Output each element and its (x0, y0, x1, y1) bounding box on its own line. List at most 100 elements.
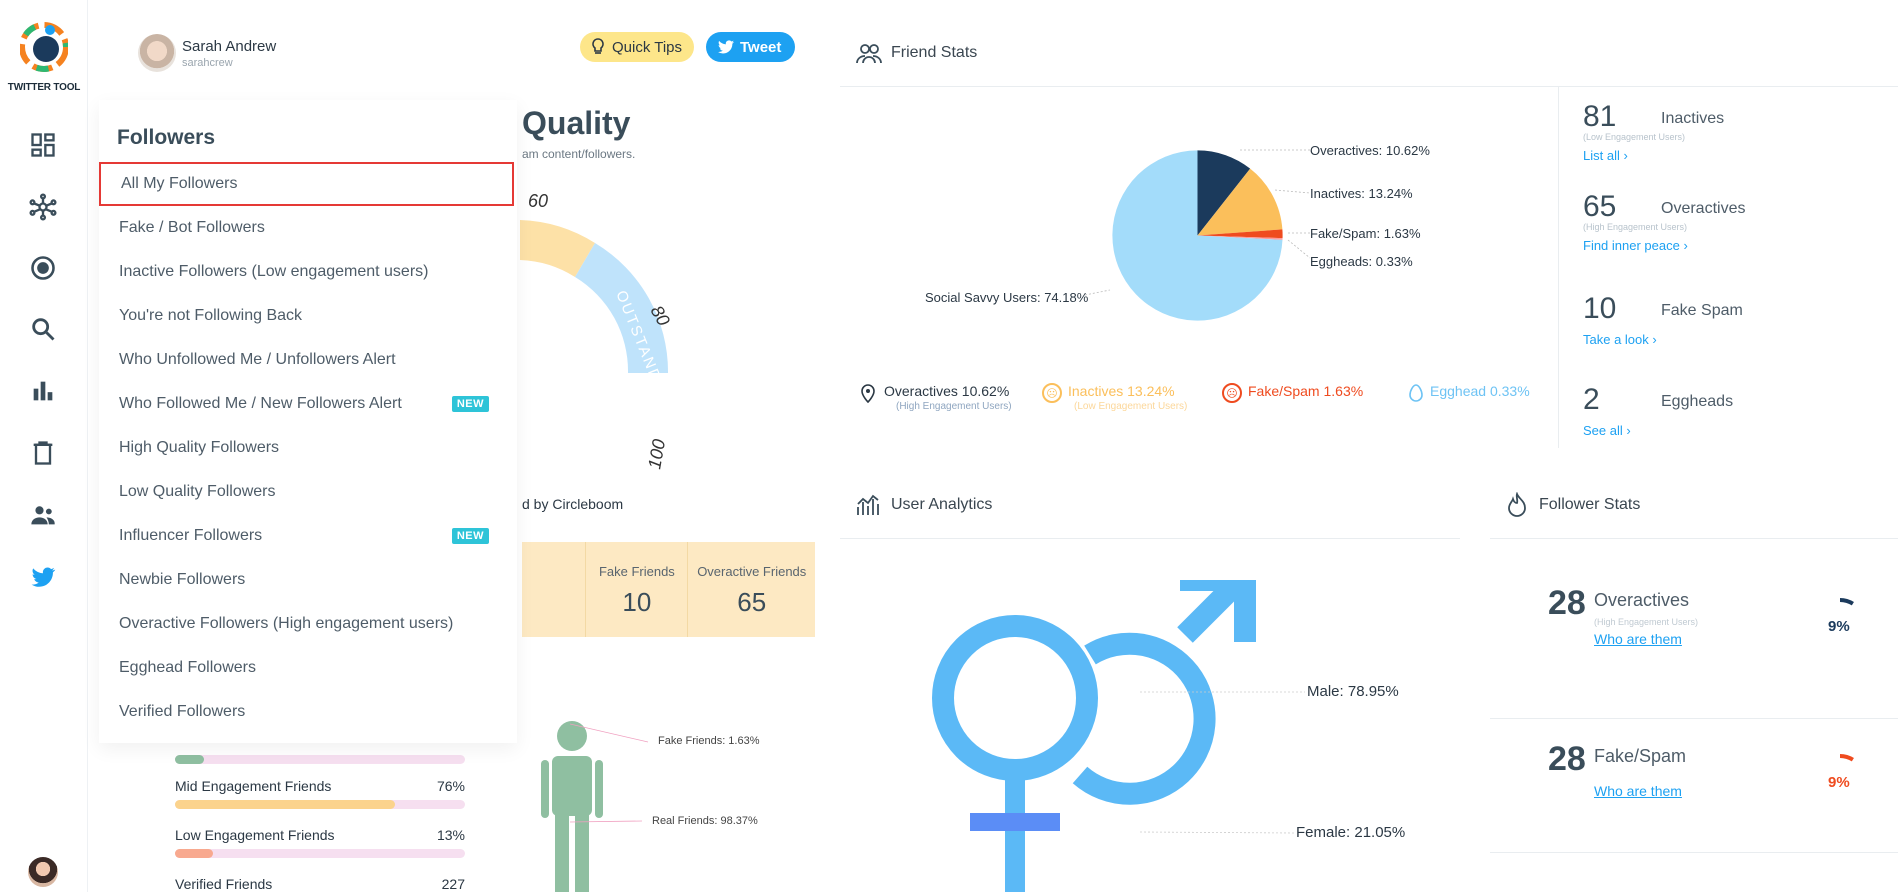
gender-leader-lines (1140, 691, 1305, 834)
twitter-icon[interactable] (28, 562, 58, 592)
tweet-label: Tweet (740, 38, 782, 56)
followers-dropdown-menu: Followers All My Followers Fake / Bot Fol… (99, 100, 517, 743)
pie-slice-overactives (1197, 150, 1251, 236)
legend-overactives-sub: (High Engagement Users) (896, 401, 1012, 412)
engagement-label: Mid Engagement Friends (175, 778, 332, 794)
percentage-ring (1814, 754, 1866, 806)
quality-subtitle: am content/followers. (522, 147, 636, 161)
dropdown-item[interactable]: Fake / Bot Followers (99, 206, 517, 250)
stat-link[interactable]: Find inner peace › (1583, 238, 1688, 253)
user-handle: sarahcrew (182, 56, 233, 69)
stat-link[interactable]: List all › (1583, 148, 1628, 163)
divider (1490, 718, 1898, 719)
location-pin-icon (861, 384, 875, 404)
stat-name: Eggheads (1661, 393, 1734, 410)
stat-sub: (Low Engagement Users) (1583, 132, 1686, 142)
dropdown-item[interactable]: Inactive Followers (Low engagement users… (99, 250, 517, 294)
lightbulb-icon (592, 38, 604, 54)
legend-fake[interactable]: ☹ Fake/Spam 1.63% (1222, 383, 1363, 403)
friend-stat-block: 65 Overactives (High Engagement Users) Find… (1583, 190, 1745, 253)
dropdown-item-label: Egghead Followers (119, 659, 256, 676)
dropdown-item-label: Inactive Followers (Low engagement users… (119, 263, 429, 280)
analytics-icon (857, 494, 879, 515)
follower-stat-block: 28 Fake/Spam Who are them (1548, 740, 1686, 801)
dropdown-item[interactable]: Influencer Followers NEW (99, 514, 517, 558)
percentage-value: 9% (1828, 774, 1850, 791)
user-profile[interactable]: Sarah Andrew sarahcrew (138, 34, 276, 72)
stat-name: Fake/Spam (1594, 746, 1687, 766)
dropdown-item[interactable]: Newbie Followers (99, 558, 517, 602)
dropdown-item[interactable]: Egghead Followers (99, 646, 517, 690)
engagement-track (175, 849, 465, 858)
person-real-label: Real Friends: 98.37% (652, 815, 758, 827)
stat-name: Overactives (1594, 590, 1690, 610)
engagement-bar-top-fill (175, 755, 204, 764)
avatar (138, 34, 176, 72)
dropdown-item[interactable]: Who Followed Me / New Followers Alert NEW (99, 382, 517, 426)
overactive-friends-value: 65 (737, 587, 767, 617)
legend-inactives[interactable]: ☹ Inactives 13.24% (Low Engagement Users) (1042, 383, 1187, 412)
who-are-them-link[interactable]: Who are them (1594, 631, 1682, 647)
friends-icon (856, 44, 882, 64)
account-avatar[interactable] (28, 857, 58, 887)
dropdown-item[interactable]: High Quality Followers (99, 426, 517, 470)
trash-icon[interactable] (28, 438, 58, 468)
bar-chart-icon[interactable] (28, 376, 58, 406)
percentage-ring (1814, 598, 1866, 650)
pie-label-fake: Fake/Spam: 1.63% (1310, 226, 1421, 241)
legend-fake-label: Fake/Spam 1.63% (1248, 383, 1364, 399)
target-icon[interactable] (28, 253, 58, 283)
count-cell-blank (522, 542, 585, 637)
pie-label-inactives: Inactives: 13.24% (1310, 186, 1413, 201)
dropdown-item[interactable]: You're not Following Back (99, 294, 517, 338)
quality-gauge: 60 80 100 OUTSTANDING (520, 191, 677, 471)
people-icon[interactable] (28, 500, 58, 530)
dropdown-item-label: Low Quality Followers (119, 483, 276, 500)
legend-overactives[interactable]: Overactives 10.62% (High Engagement Users… (858, 383, 1012, 412)
engagement-fill (175, 849, 213, 858)
engagement-value: 13% (436, 827, 465, 843)
dropdown-item[interactable]: All My Followers (99, 162, 514, 206)
stat-number: 65 (1583, 190, 1617, 223)
legend-egghead-label: Egghead 0.33% (1430, 383, 1530, 399)
powered-by: d by Circleboom (522, 496, 624, 512)
gauge-tick-100: 100 (644, 438, 669, 471)
stat-link[interactable]: Take a look › (1583, 332, 1657, 347)
engagement-value: 227 (441, 876, 465, 892)
pie-label-savvy: Social Savvy Users: 74.18% (925, 290, 1089, 305)
friend-stats-pie-chart (1112, 150, 1283, 321)
new-badge: NEW (451, 396, 489, 412)
gauge-band-good (520, 220, 595, 277)
stat-link[interactable]: See all › (1583, 423, 1631, 438)
dropdown-item-label: You're not Following Back (119, 307, 303, 324)
follower-stats-title: Follower Stats (1539, 496, 1641, 513)
stat-sub: (High Engagement Users) (1583, 222, 1688, 232)
dropdown-item[interactable]: Low Quality Followers (99, 470, 517, 514)
stat-number: 28 (1548, 584, 1586, 622)
network-icon[interactable] (28, 192, 58, 222)
stat-number: 28 (1548, 740, 1586, 778)
engagement-track (175, 800, 465, 809)
stat-number: 81 (1583, 100, 1617, 133)
dropdown-title: Followers (117, 126, 216, 149)
dropdown-item[interactable]: Verified Followers (99, 690, 517, 734)
search-icon[interactable] (28, 314, 58, 344)
new-badge: NEW (451, 528, 489, 544)
icon-rail: TWITTER TOOL (0, 0, 88, 892)
dropdown-item-label: Verified Followers (119, 703, 246, 720)
who-are-them-link[interactable]: Who are them (1594, 783, 1682, 799)
dropdown-item-label: Fake / Bot Followers (119, 219, 265, 236)
legend-egghead[interactable]: Egghead 0.33% (1408, 383, 1530, 403)
tweet-button[interactable]: Tweet (706, 32, 796, 62)
app-logo-icon[interactable] (20, 22, 68, 72)
sad-face-icon: ☹ (1042, 383, 1062, 403)
dropdown-item[interactable]: Who Unfollowed Me / Unfollowers Alert (99, 338, 517, 382)
stat-name: Inactives (1661, 110, 1725, 127)
follower-stats-header: Follower Stats (1503, 492, 1640, 518)
dropdown-item[interactable]: Overactive Followers (High engagement us… (99, 602, 517, 646)
engagement-fill (175, 800, 396, 809)
pie-slice-social-savvy-users (1112, 150, 1283, 321)
dashboard-icon[interactable] (28, 130, 58, 160)
quick-tips-button[interactable]: Quick Tips (580, 32, 695, 62)
stat-name: Fake Spam (1661, 302, 1743, 319)
